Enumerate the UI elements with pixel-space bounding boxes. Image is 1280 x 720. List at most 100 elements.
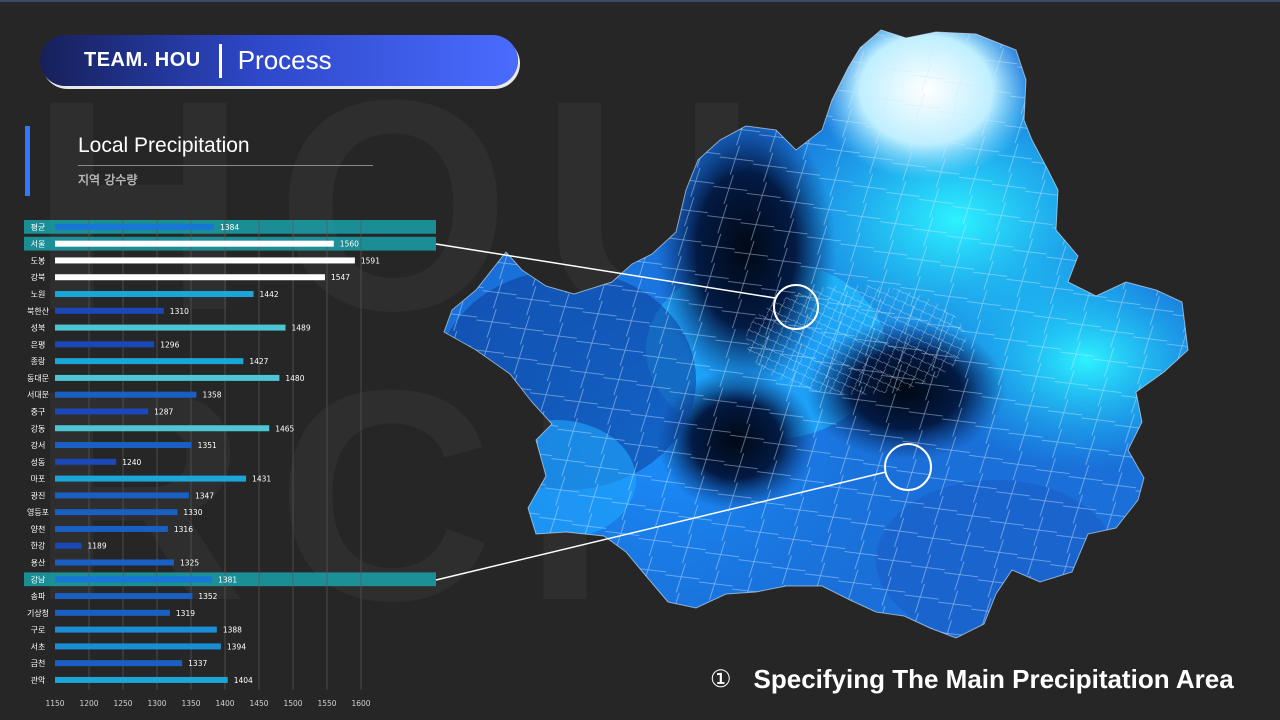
category-label: 서울 xyxy=(31,240,46,249)
data-label: 1384 xyxy=(220,223,239,232)
x-tick-label: 1450 xyxy=(249,699,268,708)
category-label: 용산 xyxy=(31,557,46,567)
data-label: 1240 xyxy=(122,458,141,467)
data-label: 1319 xyxy=(176,609,195,618)
category-label: 한강 xyxy=(31,541,46,551)
category-label: 서대문 xyxy=(27,391,49,400)
data-label: 1489 xyxy=(292,324,311,333)
category-label: 은평 xyxy=(31,339,46,349)
data-label: 1296 xyxy=(160,340,179,349)
seoul-precipitation-map xyxy=(443,29,1189,639)
step-number: ① xyxy=(710,666,732,693)
bar xyxy=(55,593,193,600)
bar xyxy=(55,374,280,381)
data-label: 1442 xyxy=(260,290,279,299)
x-tick-label: 1300 xyxy=(147,699,166,708)
data-label: 1325 xyxy=(180,558,199,567)
data-label: 1189 xyxy=(88,542,107,551)
category-label: 성동 xyxy=(31,458,46,467)
x-tick-label: 1200 xyxy=(79,699,98,708)
bar xyxy=(55,442,192,449)
data-label: 1547 xyxy=(331,273,350,282)
data-label: 1394 xyxy=(227,642,246,651)
bar xyxy=(55,291,254,298)
bar xyxy=(55,643,221,650)
category-label: 광진 xyxy=(31,490,46,500)
category-label: 강동 xyxy=(31,423,46,433)
category-label: 송파 xyxy=(31,592,46,601)
data-label: 1337 xyxy=(188,659,207,668)
highlight-row xyxy=(24,572,436,587)
category-label: 종랑 xyxy=(31,356,46,366)
category-label: 강서 xyxy=(31,440,46,450)
x-tick-label: 1600 xyxy=(351,699,370,708)
data-label: 1591 xyxy=(361,256,380,265)
x-tick-label: 1500 xyxy=(283,699,302,708)
category-label: 마포 xyxy=(31,475,46,484)
bar xyxy=(55,525,168,532)
data-label: 1388 xyxy=(223,626,242,635)
x-tick-label: 1550 xyxy=(317,699,336,708)
section-accent-bar xyxy=(25,126,30,196)
data-label: 1287 xyxy=(154,407,173,416)
category-label: 평균 xyxy=(31,222,46,232)
bar xyxy=(55,609,170,616)
step-caption: Specifying The Main Precipitation Area xyxy=(753,664,1234,694)
bar xyxy=(55,475,247,482)
bar xyxy=(55,240,334,247)
bar xyxy=(55,458,117,465)
data-label: 1427 xyxy=(249,357,268,366)
bar xyxy=(55,391,197,398)
bar xyxy=(55,576,213,583)
bar xyxy=(55,408,149,415)
category-label: 구로 xyxy=(31,626,46,635)
bar xyxy=(55,542,82,549)
page-title: Process xyxy=(237,45,332,75)
data-label: 1358 xyxy=(202,391,221,400)
x-tick-label: 1150 xyxy=(45,699,64,708)
bar xyxy=(55,425,270,432)
category-label: 영등포 xyxy=(27,507,49,517)
data-label: 1431 xyxy=(252,475,271,484)
seoul-station-marker xyxy=(773,284,819,330)
data-label: 1347 xyxy=(195,491,214,500)
bar xyxy=(55,223,215,230)
x-tick-label: 1250 xyxy=(113,699,132,708)
bar xyxy=(55,257,355,264)
data-label: 1352 xyxy=(198,592,217,601)
section-underline xyxy=(78,165,373,166)
category-label: 서초 xyxy=(31,642,46,651)
data-label: 1381 xyxy=(218,575,237,584)
data-label: 1404 xyxy=(234,676,253,685)
bar xyxy=(55,324,286,331)
data-label: 1316 xyxy=(174,525,193,534)
data-label: 1310 xyxy=(170,307,189,316)
footer-caption: ① Specifying The Main Precipitation Area xyxy=(710,664,1234,695)
category-label: 성북 xyxy=(31,324,46,333)
bar xyxy=(55,676,228,683)
precipitation-bar-chart: 평균 1384 서울 1560 도봉 1591 강북 1547 노원 1442 북한산 1310 성북 1… xyxy=(24,220,436,708)
section-subtitle: 지역 강수량 xyxy=(78,173,138,187)
category-label: 금천 xyxy=(31,658,46,668)
bar xyxy=(55,274,325,281)
category-label: 북한산 xyxy=(27,306,50,316)
bar xyxy=(55,341,155,348)
category-label: 강남 xyxy=(31,574,46,584)
section-title: Local Precipitation xyxy=(78,134,250,157)
category-label: 동대문 xyxy=(27,374,49,383)
data-label: 1480 xyxy=(285,374,304,383)
gangnam-station-marker xyxy=(884,443,932,491)
x-tick-label: 1350 xyxy=(181,699,200,708)
bar xyxy=(55,307,164,314)
header-banner: TEAM. HOU Process xyxy=(40,35,518,86)
category-label: 관악 xyxy=(31,675,46,685)
x-tick-label: 1400 xyxy=(215,699,234,708)
team-name: TEAM. HOU xyxy=(84,49,201,71)
bar xyxy=(55,509,178,516)
category-label: 강북 xyxy=(31,272,46,282)
data-label: 1330 xyxy=(183,508,202,517)
bar xyxy=(55,492,189,499)
top-frame-line xyxy=(0,0,1280,2)
category-label: 도봉 xyxy=(31,256,46,265)
data-label: 1465 xyxy=(275,424,294,433)
